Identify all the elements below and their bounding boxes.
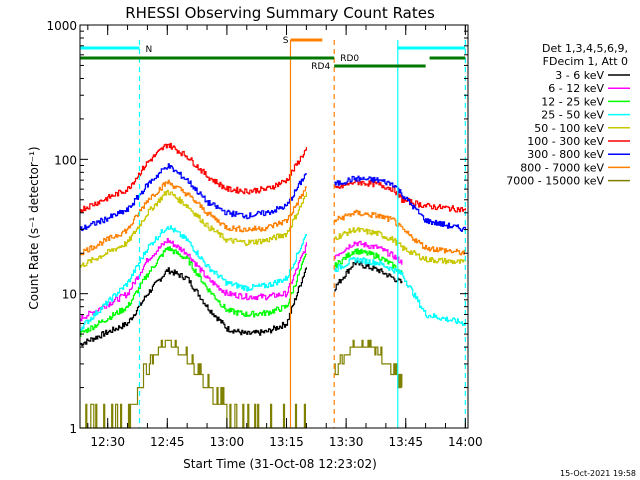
legend-label-4: 50 - 100 keV: [534, 122, 604, 135]
x-tick-label-3: 13:15: [269, 435, 304, 449]
legend-header-2: FDecim 1, Att 0: [543, 55, 628, 68]
legend-label-2: 12 - 25 keV: [541, 95, 604, 108]
series-4-segment-0: [79, 189, 307, 268]
legend-label-7: 800 - 7000 keV: [520, 161, 604, 174]
plot-area: N S RD0 RD4 1 10 100 1000 12:30 12:45 13:00 13:15 13…: [46, 19, 482, 449]
y-tick-label-1: 10: [62, 288, 77, 302]
legend-label-6: 300 - 800 keV: [527, 148, 604, 161]
legend-label-1: 6 - 12 keV: [548, 82, 604, 95]
x-axis-label: Start Time (31-Oct-08 12:23:02): [183, 457, 377, 471]
bar-label-rd0: RD0: [340, 54, 359, 64]
series-7-segment-1: [334, 209, 466, 256]
x-tick-label-4: 13:30: [329, 435, 364, 449]
series-1-segment-0: [79, 238, 307, 322]
series-3-segment-0: [79, 225, 307, 331]
y-tick-label-2: 100: [54, 153, 77, 167]
legend-label-8: 7000 - 15000 keV: [506, 175, 604, 188]
bar-label-s: S: [283, 36, 289, 46]
legend-label-5: 100 - 300 keV: [527, 135, 604, 148]
series-2-segment-0: [79, 246, 307, 337]
y-tick-label-3: 1000: [46, 19, 77, 33]
series-5-segment-1: [334, 178, 466, 213]
series-1-segment-1: [334, 240, 403, 265]
series-5-segment-0: [79, 142, 307, 213]
series-2-segment-1: [334, 248, 403, 275]
series-4-segment-1: [334, 227, 466, 265]
plot-frame: [79, 24, 469, 429]
x-tick-label-1: 12:45: [150, 435, 185, 449]
series-6-segment-0: [79, 163, 307, 232]
timestamp: 15-Oct-2021 19:58: [560, 469, 636, 478]
series-6-segment-1: [334, 175, 466, 232]
series-8-segment-0: [79, 339, 307, 429]
x-tick-label-0: 12:30: [90, 435, 125, 449]
y-tick-label-0: 1: [69, 422, 77, 436]
legend-label-3: 25 - 50 keV: [541, 109, 604, 122]
y-axis-label: Count Rate (s⁻¹ detector⁻¹): [27, 146, 41, 309]
series-3-segment-1: [334, 256, 466, 326]
series-7-segment-0: [79, 179, 307, 256]
legend-label-0: 3 - 6 keV: [555, 69, 604, 82]
chart-title: RHESSI Observing Summary Count Rates: [125, 4, 435, 22]
x-tick-label-6: 14:00: [448, 435, 483, 449]
series-0-segment-0: [79, 267, 307, 347]
bar-label-rd4: RD4: [311, 62, 330, 72]
legend: Det 1,3,4,5,6,9, FDecim 1, Att 0 3 - 6 k…: [506, 42, 630, 188]
series-0-segment-1: [334, 260, 403, 292]
x-tick-label-2: 13:00: [210, 435, 245, 449]
bar-label-n: N: [145, 45, 152, 55]
legend-header-1: Det 1,3,4,5,6,9,: [542, 42, 628, 55]
series-8-segment-1: [334, 339, 403, 389]
x-tick-label-5: 13:45: [388, 435, 423, 449]
